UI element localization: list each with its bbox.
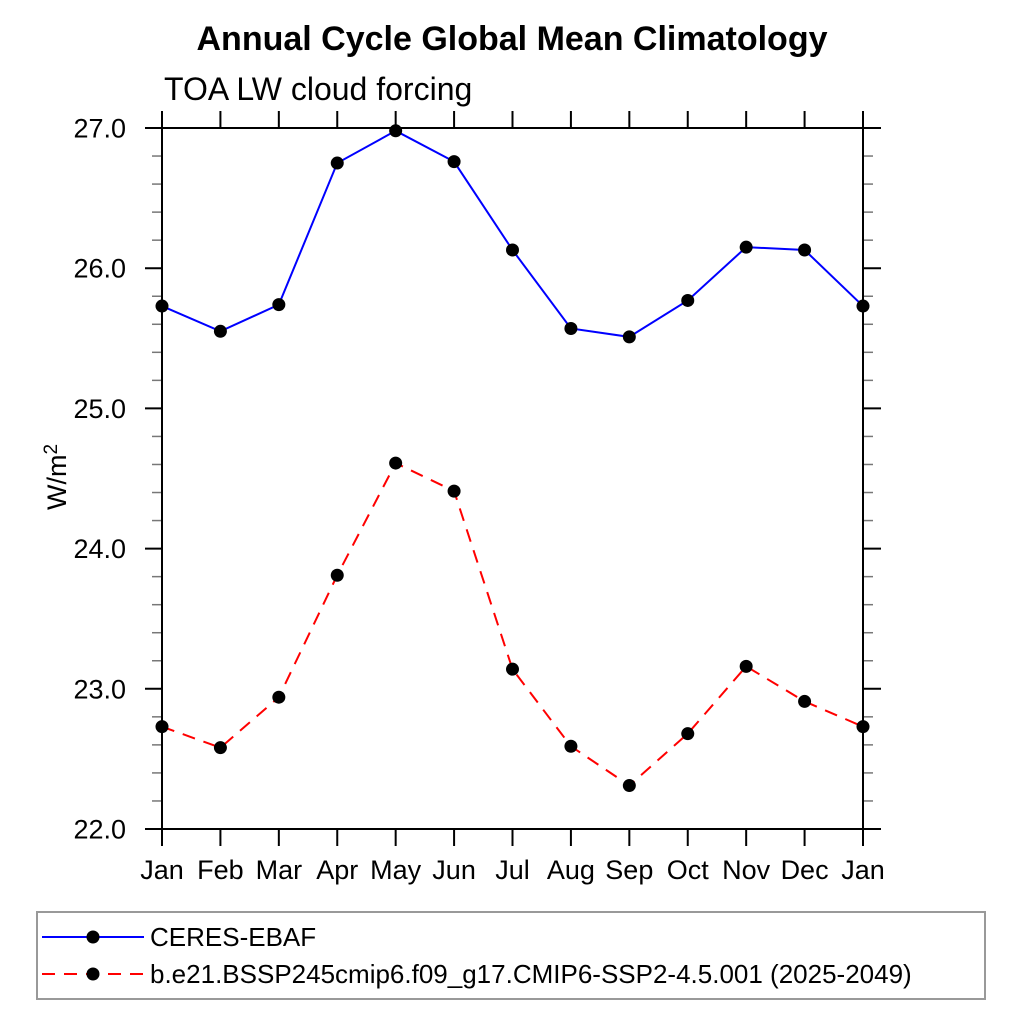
data-point-marker [681,727,695,741]
data-point-marker [213,324,227,338]
plot-frame [161,127,864,830]
series-line-0 [161,129,864,338]
data-point-marker [739,659,753,673]
y-tick-label: 25.0 [73,394,126,424]
x-tick-label: Jun [432,855,476,885]
chart-title: Annual Cycle Global Mean Climatology [196,20,828,58]
data-point-marker [213,741,227,755]
legend-line-sample-model [42,967,144,981]
data-point-marker [272,690,286,704]
chart-plot-area: 22.0 23.0 24.0 25.0 26.0 27.0 Jan Feb Mar Apr May J… [41,111,885,885]
data-point-marker [622,330,636,344]
legend-marker [86,930,100,944]
x-tick-label: Nov [722,855,771,885]
data-point-marker [506,662,519,676]
data-point-marker [681,293,695,307]
series-line-1 [161,461,864,787]
x-tick-label: Jan [841,855,885,885]
legend-line-sample-ceres [42,930,144,944]
legend-label: CERES-EBAF [150,921,317,952]
data-point-marker [622,779,636,793]
y-tick-label: 27.0 [73,114,126,144]
data-point-marker [856,720,870,734]
x-tick-label: Feb [197,855,244,885]
data-point-marker [739,240,753,254]
data-point-marker [506,243,519,257]
data-point-marker [564,739,578,753]
data-point-marker [798,694,812,708]
x-tick-label: Jul [495,855,530,885]
y-tick-label: 22.0 [73,815,126,845]
chart-subtitle: TOA LW cloud forcing [164,71,473,107]
y-tick-label: 24.0 [73,534,126,564]
x-tick-label: May [370,855,422,885]
data-point-marker [447,484,461,498]
x-tick-label: Mar [256,855,303,885]
data-point-marker [389,456,403,470]
y-tick-label: 26.0 [73,254,126,284]
data-point-marker [155,720,169,734]
data-point-marker [856,299,870,313]
y-axis-title: W/m2 [41,444,72,510]
y-tick-label: 23.0 [73,674,126,704]
legend-item: b.e21.BSSP245cmip6.f09_g17.CMIP6-SSP2-4.… [40,956,984,993]
x-tick-label: Dec [781,855,829,885]
legend-label: b.e21.BSSP245cmip6.f09_g17.CMIP6-SSP2-4.… [150,958,912,989]
legend: CERES-EBAF b.e21.BSSP245cmip6.f09_g17.CM… [36,911,986,1000]
data-point-marker [447,155,461,169]
x-tick-label: Apr [316,855,358,885]
legend-marker [86,967,100,981]
x-tick-label: Sep [605,855,653,885]
data-point-marker [798,243,812,257]
x-tick-label: Aug [547,855,595,885]
x-tick-label: Oct [667,855,710,885]
data-point-marker [389,124,403,138]
data-point-marker [330,568,344,582]
legend-item: CERES-EBAF [40,919,984,956]
x-tick-label: Jan [140,855,184,885]
data-point-marker [272,298,286,312]
data-point-marker [564,321,578,335]
data-point-marker [330,156,344,170]
data-point-marker [155,299,169,313]
